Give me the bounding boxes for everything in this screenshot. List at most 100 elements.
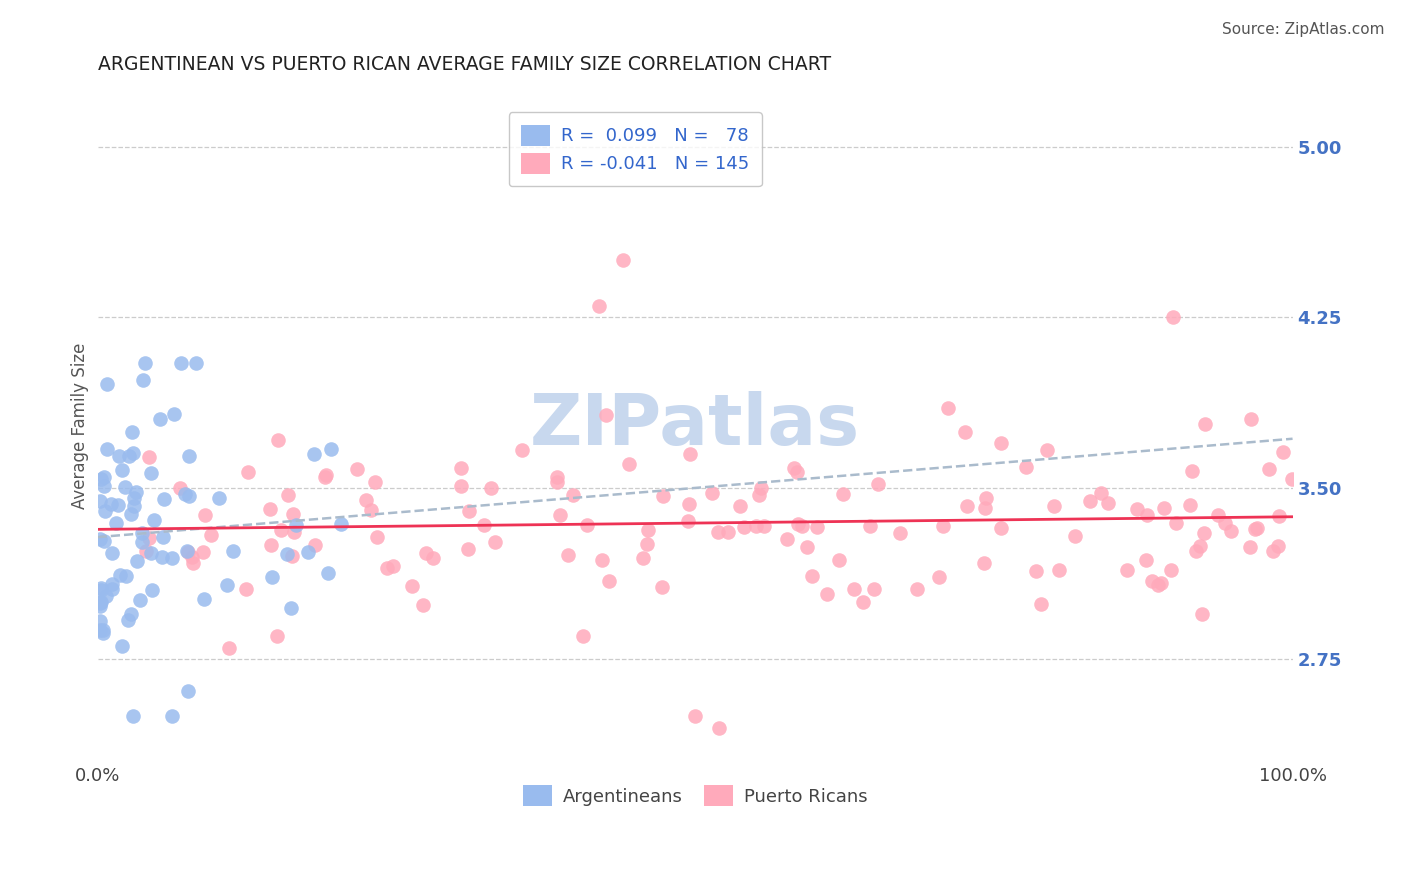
Point — [561, 487, 583, 501]
Point — [796, 540, 818, 554]
Point — [96, 442, 118, 456]
Point — [131, 526, 153, 541]
Point — [143, 513, 166, 527]
Point — [366, 530, 388, 544]
Point — [1025, 564, 1047, 578]
Point — [575, 518, 598, 533]
Point — [330, 517, 353, 532]
Point — [94, 503, 117, 517]
Point — [125, 554, 148, 568]
Point — [905, 582, 928, 596]
Text: Source: ZipAtlas.com: Source: ZipAtlas.com — [1222, 22, 1385, 37]
Point — [1268, 508, 1291, 523]
Point — [717, 524, 740, 539]
Point — [208, 491, 231, 505]
Point — [636, 537, 658, 551]
Point — [422, 550, 444, 565]
Point — [346, 462, 368, 476]
Point — [176, 544, 198, 558]
Point — [177, 489, 200, 503]
Point — [149, 411, 172, 425]
Point — [93, 470, 115, 484]
Point — [118, 450, 141, 464]
Point — [1126, 501, 1149, 516]
Point — [683, 709, 706, 723]
Point — [181, 550, 204, 565]
Point — [139, 466, 162, 480]
Point — [1194, 417, 1216, 431]
Text: ZIPatlas: ZIPatlas — [530, 392, 860, 460]
Point — [591, 553, 613, 567]
Point — [1220, 524, 1243, 538]
Point — [1090, 486, 1112, 500]
Point — [782, 460, 804, 475]
Point — [200, 528, 222, 542]
Point — [122, 491, 145, 505]
Point — [1153, 501, 1175, 516]
Point — [321, 442, 343, 457]
Point — [707, 524, 730, 539]
Point — [786, 465, 808, 479]
Point — [1239, 540, 1261, 554]
Point — [1188, 539, 1211, 553]
Point — [89, 596, 111, 610]
Point — [89, 614, 111, 628]
Point — [218, 640, 240, 655]
Point — [129, 592, 152, 607]
Point — [973, 501, 995, 516]
Point — [512, 443, 534, 458]
Point — [557, 548, 579, 562]
Point — [121, 445, 143, 459]
Point — [215, 578, 238, 592]
Point — [1178, 498, 1201, 512]
Point — [222, 544, 245, 558]
Point — [260, 570, 283, 584]
Point — [1140, 574, 1163, 589]
Point — [450, 479, 472, 493]
Point — [546, 475, 568, 489]
Point — [1164, 516, 1187, 530]
Point — [1047, 564, 1070, 578]
Point — [1161, 310, 1184, 325]
Point — [651, 489, 673, 503]
Point — [93, 533, 115, 548]
Point — [815, 587, 838, 601]
Legend: Argentineans, Puerto Ricans: Argentineans, Puerto Ricans — [516, 778, 875, 814]
Point — [936, 401, 959, 416]
Point — [619, 457, 641, 471]
Point — [181, 556, 204, 570]
Point — [412, 598, 434, 612]
Point — [297, 545, 319, 559]
Point — [1261, 544, 1284, 558]
Point — [93, 623, 115, 637]
Point — [110, 567, 132, 582]
Point — [1146, 577, 1168, 591]
Point — [546, 470, 568, 484]
Point — [806, 520, 828, 534]
Point — [138, 450, 160, 464]
Point — [314, 470, 336, 484]
Point — [1181, 464, 1204, 478]
Point — [141, 583, 163, 598]
Point — [354, 493, 377, 508]
Point — [1029, 598, 1052, 612]
Text: ARGENTINEAN VS PUERTO RICAN AVERAGE FAMILY SIZE CORRELATION CHART: ARGENTINEAN VS PUERTO RICAN AVERAGE FAMI… — [97, 55, 831, 74]
Point — [100, 497, 122, 511]
Point — [117, 613, 139, 627]
Point — [1271, 444, 1294, 458]
Point — [89, 493, 111, 508]
Point — [179, 449, 201, 463]
Point — [1135, 553, 1157, 567]
Point — [107, 449, 129, 463]
Point — [844, 582, 866, 596]
Point — [170, 356, 193, 370]
Point — [786, 516, 808, 531]
Point — [122, 499, 145, 513]
Point — [832, 487, 855, 501]
Point — [472, 517, 495, 532]
Point — [90, 472, 112, 486]
Point — [194, 508, 217, 523]
Point — [1097, 496, 1119, 510]
Point — [678, 497, 700, 511]
Point — [751, 481, 773, 495]
